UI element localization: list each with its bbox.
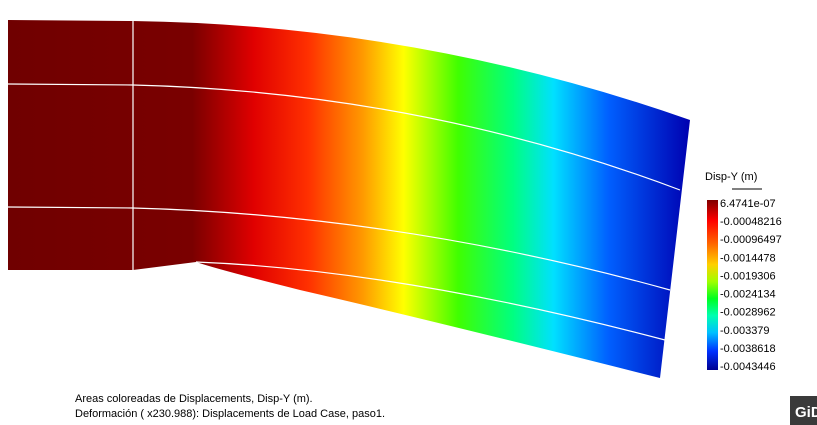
legend-label: -0.0024134 (720, 289, 776, 301)
deformed-beam (8, 20, 690, 378)
legend-label: -0.00096497 (720, 234, 782, 246)
legend-label: -0.00048216 (720, 216, 782, 228)
legend-labels: 6.4741e-07 -0.00048216 -0.00096497 -0.00144… (720, 198, 782, 373)
legend-label: -0.0014478 (720, 252, 776, 264)
legend-label: 6.4741e-07 (720, 198, 776, 210)
logo-box (790, 396, 817, 425)
logo: GiD (795, 404, 817, 421)
color-bar (707, 200, 718, 370)
mesh-lines (7, 21, 681, 341)
legend-label: -0.0028962 (720, 307, 776, 319)
caption-line: Deformación ( x230.988): Displacements d… (75, 408, 385, 420)
legend-label: -0.0038618 (720, 343, 776, 355)
legend-label: -0.003379 (720, 325, 770, 337)
legend-label: -0.0043446 (720, 361, 776, 373)
legend-title: Disp-Y (m) (705, 171, 757, 183)
caption-line: Areas coloreadas de Displacements, Disp-… (75, 393, 313, 405)
legend-label: -0.0019306 (720, 270, 776, 282)
